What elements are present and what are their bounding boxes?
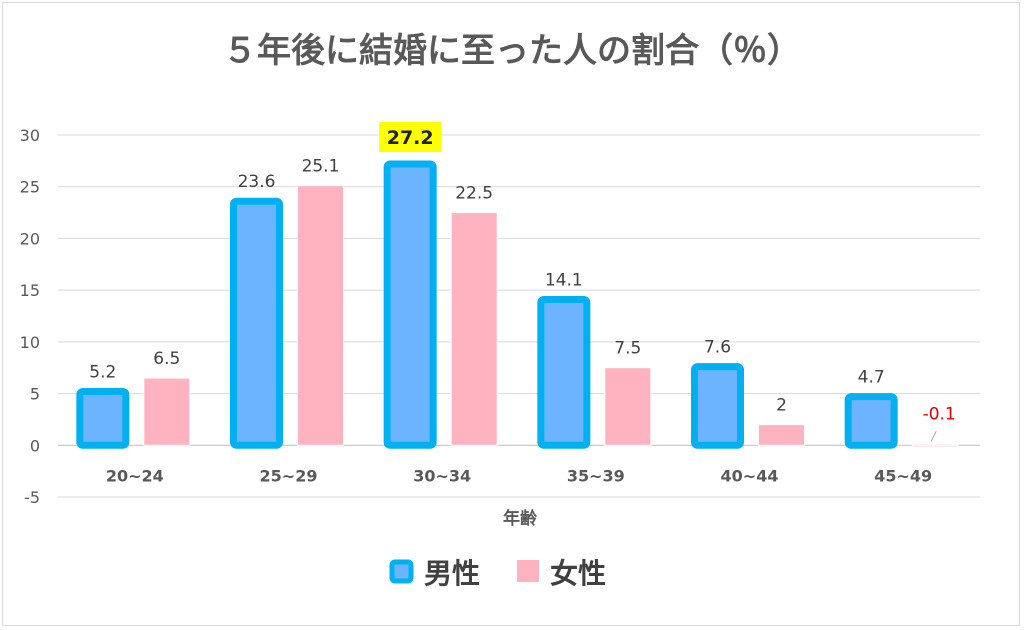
data-label: 27.2 [387,127,434,149]
bar [844,393,898,449]
data-label: 7.6 [704,338,731,358]
data-label: 23.6 [238,172,276,192]
y-tick-label: 0 [30,436,40,455]
y-tick-label: 20 [20,229,40,248]
data-label-highlight [379,121,442,152]
bar [758,424,805,446]
x-axis-categories: 20~24 25~29 30~34 35~39 40~44 45~49 [106,466,932,485]
x-tick-label: 35~39 [567,466,625,485]
data-label: 2 [776,396,787,416]
data-label: 22.5 [455,184,493,204]
legend-swatch [517,560,539,582]
data-label: 6.5 [153,349,180,369]
bar [297,185,344,446]
data-label: 5.2 [89,363,116,383]
x-axis-title: 年齢 [503,508,538,529]
bar [537,295,591,449]
bar [143,377,191,446]
y-tick-label: 15 [20,281,40,300]
bar [691,363,744,449]
chart-title: ５年後に結婚に至った人の割合（％） [223,31,801,71]
x-tick-label: 40~44 [721,466,779,485]
data-label: 25.1 [302,157,340,177]
bar [604,367,652,446]
x-tick-label: 25~29 [260,466,318,485]
gridlines [58,134,980,498]
legend-label: 女性 [550,557,606,590]
legend: 男性 女性 [389,557,606,590]
legend-swatch [389,559,414,584]
bar [450,212,498,446]
bar [76,388,130,449]
y-axis-ticks: -5 0 5 10 15 20 25 30 [20,126,40,507]
data-label: 14.1 [545,270,583,290]
bar [230,197,283,449]
y-tick-label: -5 [24,488,40,507]
y-tick-label: 25 [20,178,40,197]
y-tick-label: 10 [20,333,40,352]
x-tick-label: 20~24 [106,466,164,485]
leader-line [930,431,937,442]
bars [76,160,959,449]
x-tick-label: 45~49 [874,466,932,485]
bar [911,444,959,448]
bar [383,160,437,449]
y-tick-label: 30 [20,126,40,145]
data-label: 7.5 [614,339,641,359]
data-label: -0.1 [923,404,956,424]
x-tick-label: 30~34 [413,466,471,485]
data-label: 4.7 [858,368,885,388]
legend-label: 男性 [424,557,480,590]
y-tick-label: 5 [30,385,40,404]
data-labels: 5.2 6.5 23.6 25.1 27.2 22.5 14.1 7.5 7.6 2 4.7 -0.1 [89,121,956,442]
